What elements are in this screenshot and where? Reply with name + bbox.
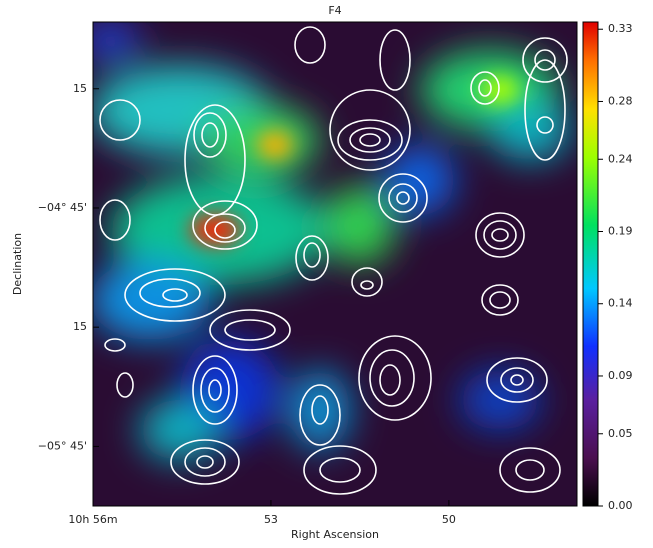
x-tick-label: 53 [264,513,278,526]
colorbar-tick-label: 0.09 [608,369,633,382]
y-tick-label: 15 [73,320,87,333]
plot-frame [92,21,578,507]
x-tick-label: 50 [442,513,456,526]
colorbar [582,21,599,507]
x-tick-label: 10h 56m [68,513,117,526]
colorbar-tick-label: 0.14 [608,297,633,310]
colorbar-tick-label: 0.24 [608,152,633,165]
y-tick-label: −05° 45' [38,439,87,452]
colorbar-tick-label: 0.00 [608,499,633,512]
y-tick-label: −04° 45' [38,201,87,214]
y-axis-label: Declination [11,233,24,295]
colorbar-tick-label: 0.05 [608,427,633,440]
x-axis-label: Right Ascension [291,528,379,541]
contours [99,26,568,495]
colorbar-tick-label: 0.19 [608,224,633,237]
colorbar-tick-label: 0.28 [608,94,633,107]
y-tick-label: 15 [73,82,87,95]
chart-title: F4 [328,4,341,17]
colorbar-tick-label: 0.33 [608,22,633,35]
sky-map [93,22,577,506]
